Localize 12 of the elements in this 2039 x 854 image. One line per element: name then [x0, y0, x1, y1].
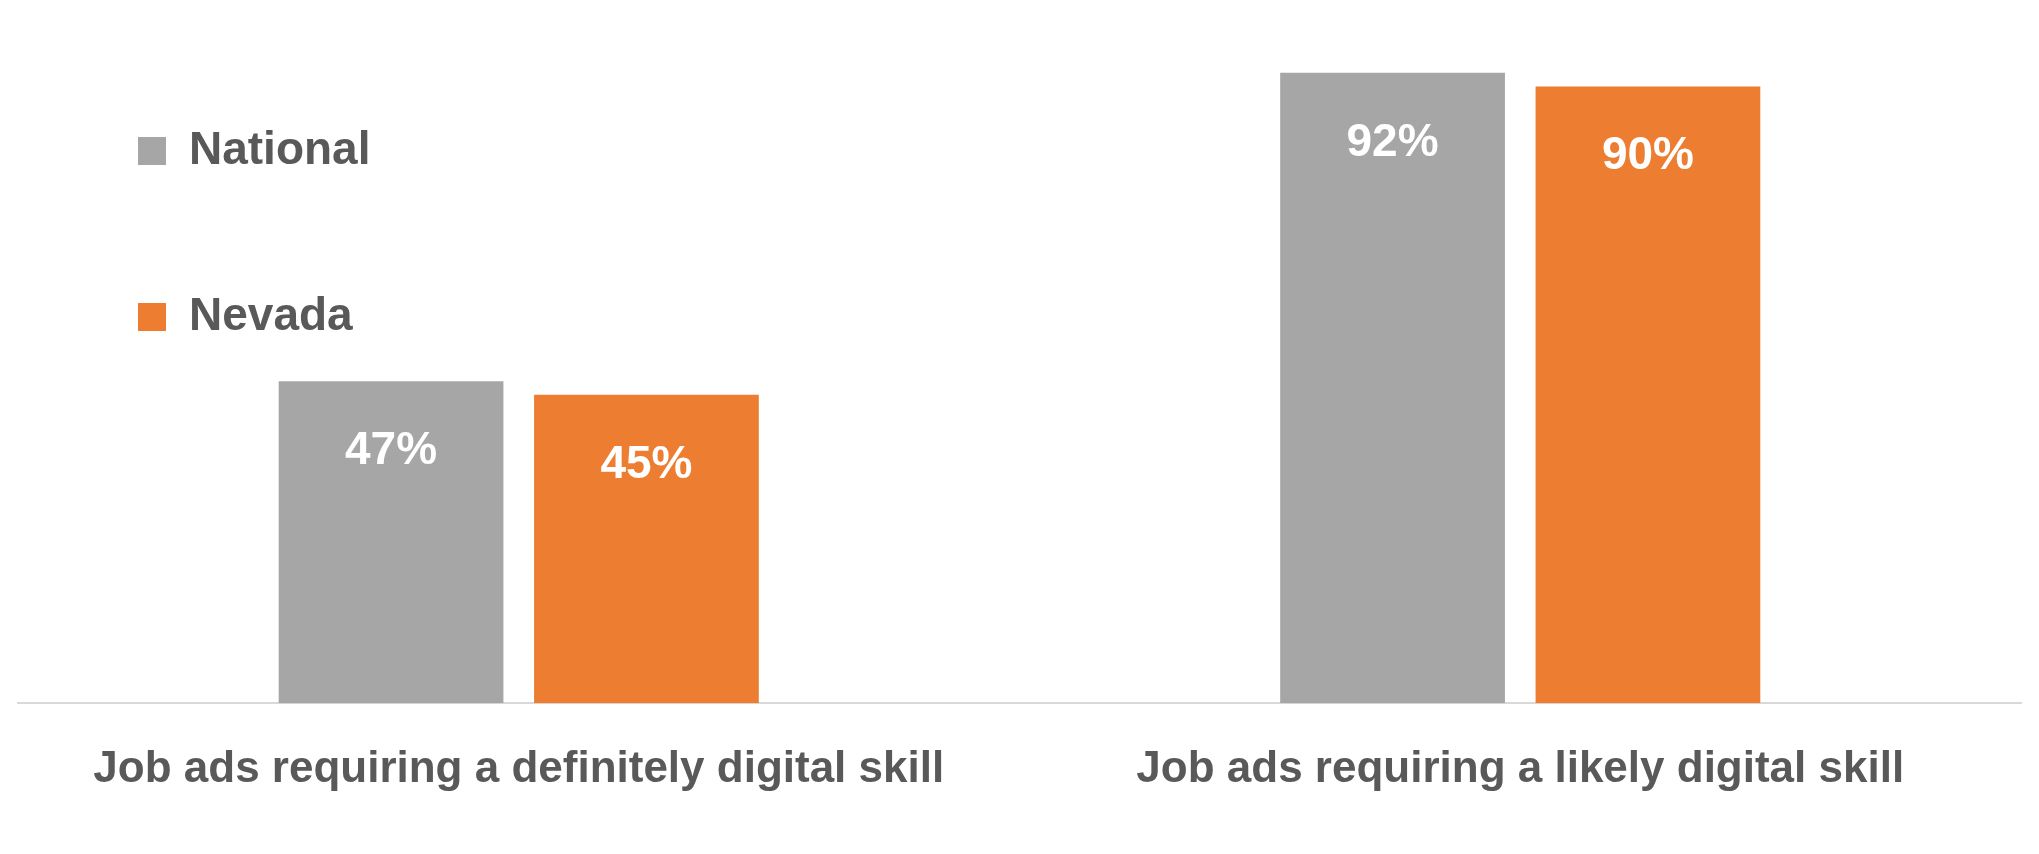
legend-label: National — [189, 121, 371, 174]
bar — [1535, 86, 1761, 704]
bar — [278, 381, 504, 704]
legend-label: Nevada — [189, 287, 354, 340]
x-tick-label: Job ads requiring a likely digital skill — [1136, 741, 1905, 791]
data-label: 45% — [600, 435, 693, 488]
data-label: 47% — [345, 421, 438, 474]
bar — [534, 394, 759, 704]
data-label: 92% — [1346, 113, 1439, 166]
x-tick-label: Job ads requiring a definitely digital skill — [93, 741, 945, 791]
data-label: 90% — [1601, 127, 1694, 180]
bar — [1280, 72, 1505, 704]
